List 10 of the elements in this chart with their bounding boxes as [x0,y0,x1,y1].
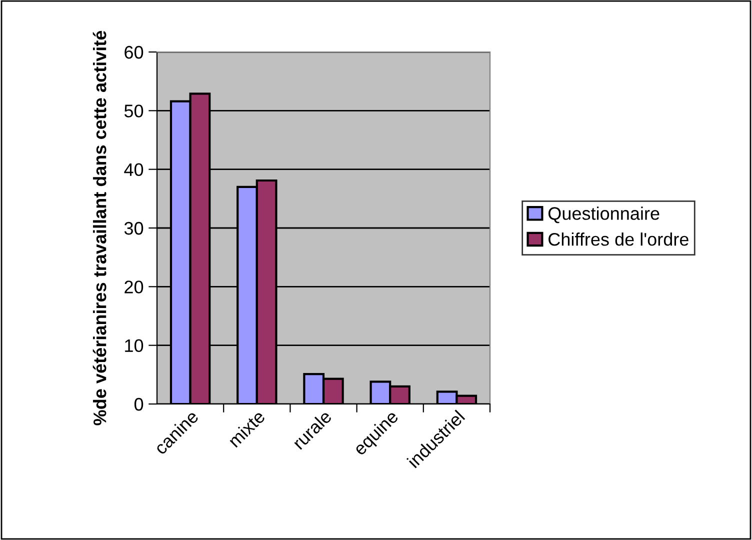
y-tick-label: 60 [124,46,144,59]
y-tick-label: 30 [124,222,144,235]
y-tick-label: 0 [134,398,144,411]
y-tick-label: 50 [124,104,144,118]
y-tick-label: 20 [124,280,144,294]
y-axis-title: %de vétérianires travaillant dans cette activité [92,30,106,426]
y-tick-label: 40 [124,163,144,176]
legend-label: Chiffres de l'ordre [548,232,688,246]
legend-label: Questionnaire [548,206,660,224]
y-tick-label: 10 [125,339,144,352]
